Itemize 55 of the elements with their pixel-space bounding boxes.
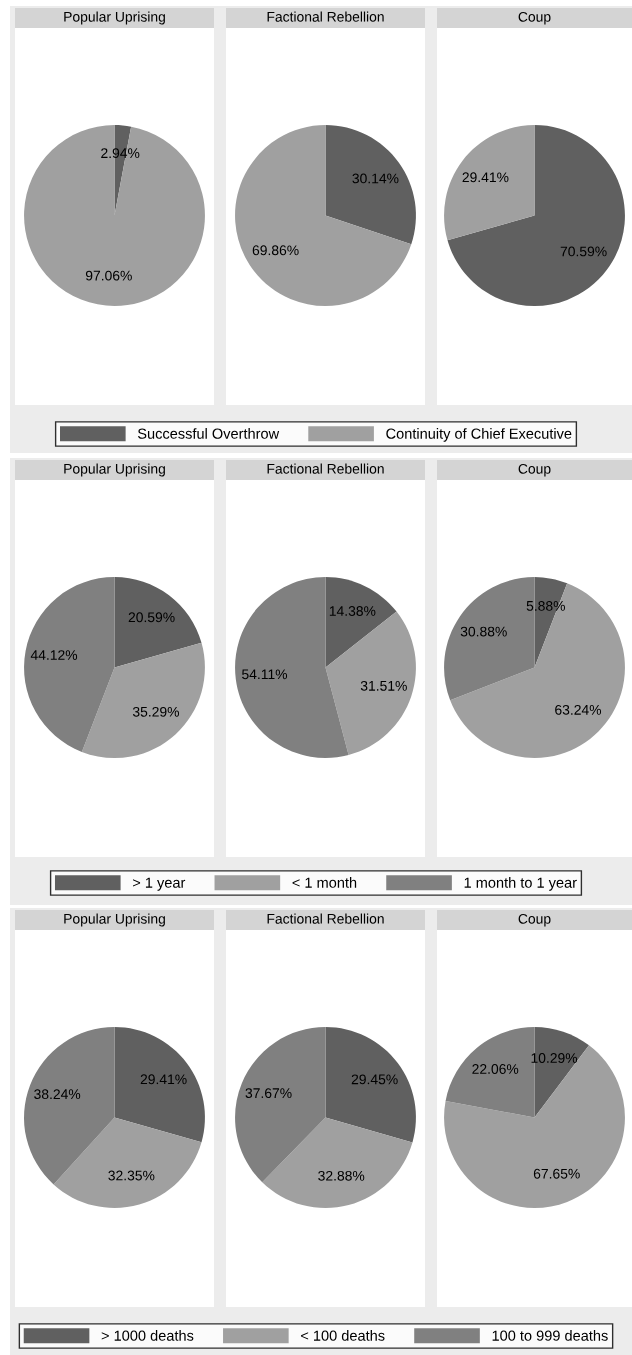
legend-label: 1 month to 1 year xyxy=(464,877,577,891)
data-label: 69.86% xyxy=(252,245,299,256)
legend-label: < 100 deaths xyxy=(301,1330,385,1341)
data-label: 29.41% xyxy=(462,172,509,183)
legend-label: < 1 month xyxy=(292,877,357,888)
data-label: 44.12% xyxy=(30,650,78,660)
data-label: 32.88% xyxy=(318,1170,365,1181)
pie-slice xyxy=(444,1045,625,1208)
chart-title: Coup xyxy=(518,11,551,25)
data-label: 63.24% xyxy=(555,704,602,715)
data-label: 38.24% xyxy=(34,1089,81,1100)
legend-label: Continuity of Chief Executive xyxy=(386,428,572,442)
chart-title: Coup xyxy=(518,463,551,477)
pie-slice xyxy=(24,125,205,306)
chart-title: Factional Rebellion xyxy=(267,913,384,924)
chart-title: Popular Uprising xyxy=(64,11,165,25)
data-label: 29.41% xyxy=(140,1074,187,1085)
data-label: 29.45% xyxy=(351,1074,398,1085)
legend-label: Successful Overthrow xyxy=(137,428,280,439)
data-label: 35.29% xyxy=(132,706,179,717)
pie-slice xyxy=(53,1117,202,1208)
data-label: 31.51% xyxy=(360,680,407,691)
pie-slice xyxy=(325,125,416,245)
legend-label: > 1000 deaths xyxy=(101,1330,194,1341)
data-label: 14.38% xyxy=(329,606,376,616)
data-label: 20.59% xyxy=(128,612,175,623)
pie-slice xyxy=(262,1117,413,1208)
chart-title: Popular Uprising xyxy=(64,913,165,927)
pie-slice xyxy=(325,577,397,668)
data-label: 10.29% xyxy=(531,1053,578,1063)
data-label: 22.06% xyxy=(472,1064,519,1074)
data-label: 37.67% xyxy=(245,1088,292,1099)
pie-slice xyxy=(114,1027,205,1143)
pie-slice xyxy=(24,577,115,752)
pie-slice xyxy=(450,583,625,758)
pie-slice xyxy=(447,125,625,306)
pie-slice xyxy=(114,577,202,668)
pie-slice xyxy=(235,125,412,306)
data-label: 97.06% xyxy=(85,270,132,281)
legend-label: > 1 year xyxy=(132,877,186,891)
pie-slice xyxy=(81,642,205,758)
chart-title: Factional Rebellion xyxy=(267,11,384,22)
chart-title: Factional Rebellion xyxy=(267,463,384,474)
data-label: 30.14% xyxy=(352,173,399,184)
data-label: 70.59% xyxy=(560,246,607,257)
data-label: 2.94% xyxy=(101,148,140,159)
data-label: 32.35% xyxy=(108,1170,155,1181)
data-label: 30.88% xyxy=(460,626,507,637)
chart-title: Coup xyxy=(518,913,551,927)
chart-title: Popular Uprising xyxy=(64,463,165,477)
data-label: 54.11% xyxy=(242,669,288,680)
legend-label: 100 to 999 deaths xyxy=(492,1330,608,1341)
pie-slice xyxy=(325,1027,416,1143)
pie-slice xyxy=(444,125,535,241)
data-label: 67.65% xyxy=(533,1168,580,1179)
